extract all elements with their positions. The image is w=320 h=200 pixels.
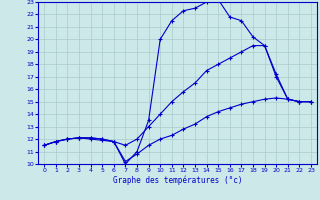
- X-axis label: Graphe des températures (°c): Graphe des températures (°c): [113, 176, 242, 185]
